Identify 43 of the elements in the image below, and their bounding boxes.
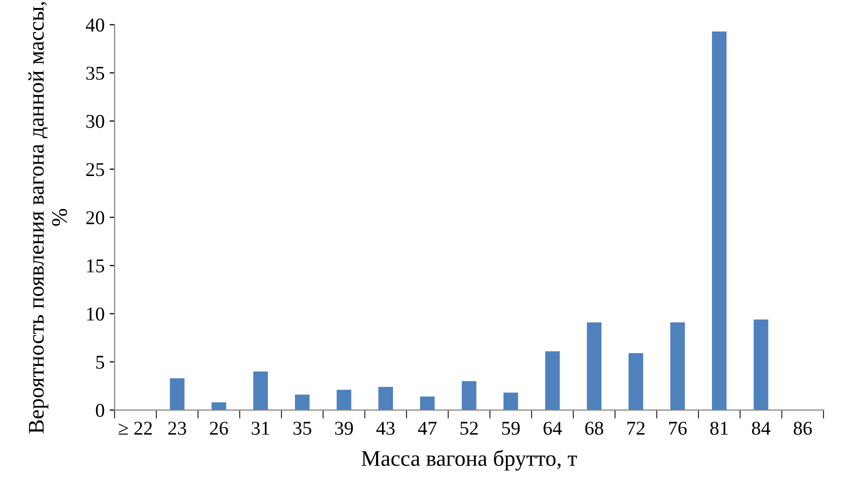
x-tick-label: 76 bbox=[669, 422, 687, 435]
x-tick-label: 81 bbox=[710, 422, 728, 435]
bar bbox=[628, 353, 644, 410]
y-tick-label: 20 bbox=[86, 211, 104, 224]
bar bbox=[294, 394, 310, 410]
bar bbox=[670, 322, 685, 410]
y-tick-label: 5 bbox=[96, 356, 104, 369]
y-axis-title: Вероятность появления вагона данной массы, % bbox=[28, 2, 68, 434]
x-tick-label: 23 bbox=[168, 422, 186, 435]
bar bbox=[503, 392, 518, 410]
y-tick-label: 30 bbox=[86, 114, 104, 128]
bar bbox=[462, 381, 476, 410]
x-tick-label: 31 bbox=[252, 422, 270, 435]
y-tick-label: 0 bbox=[96, 404, 104, 417]
x-tick-label: 86 bbox=[794, 422, 812, 435]
x-axis-title: Масса вагона брутто, т bbox=[362, 450, 577, 471]
bar bbox=[545, 351, 560, 410]
x-tick-label: 84 bbox=[752, 422, 770, 435]
bar bbox=[378, 386, 393, 410]
y-tick-label: 25 bbox=[86, 163, 104, 176]
y-tick-label: 15 bbox=[87, 259, 104, 272]
bar bbox=[420, 396, 435, 410]
x-tick-label: 52 bbox=[460, 422, 478, 435]
y-tick-label: 10 bbox=[87, 308, 104, 321]
bar bbox=[712, 31, 727, 410]
x-tick-label: 68 bbox=[585, 422, 604, 435]
x-tick-label: 59 bbox=[502, 422, 520, 435]
bar bbox=[212, 402, 226, 410]
x-tick-label: 35 bbox=[293, 422, 312, 435]
bar bbox=[754, 319, 768, 410]
x-tick-label: 47 bbox=[418, 422, 437, 435]
x-tick-label: 64 bbox=[544, 422, 562, 435]
y-tick-label: 35 bbox=[86, 66, 104, 80]
bar bbox=[170, 378, 184, 410]
x-tick-label: ≥ 22 bbox=[118, 422, 152, 435]
x-tick-label: 43 bbox=[376, 422, 395, 435]
bar bbox=[336, 390, 352, 410]
x-tick-label: 26 bbox=[210, 422, 228, 435]
bar bbox=[586, 322, 602, 410]
bar bbox=[253, 371, 268, 410]
x-tick-label: 39 bbox=[335, 422, 353, 435]
y-tick-label: 40 bbox=[86, 18, 104, 32]
x-tick-label: 72 bbox=[627, 422, 645, 435]
